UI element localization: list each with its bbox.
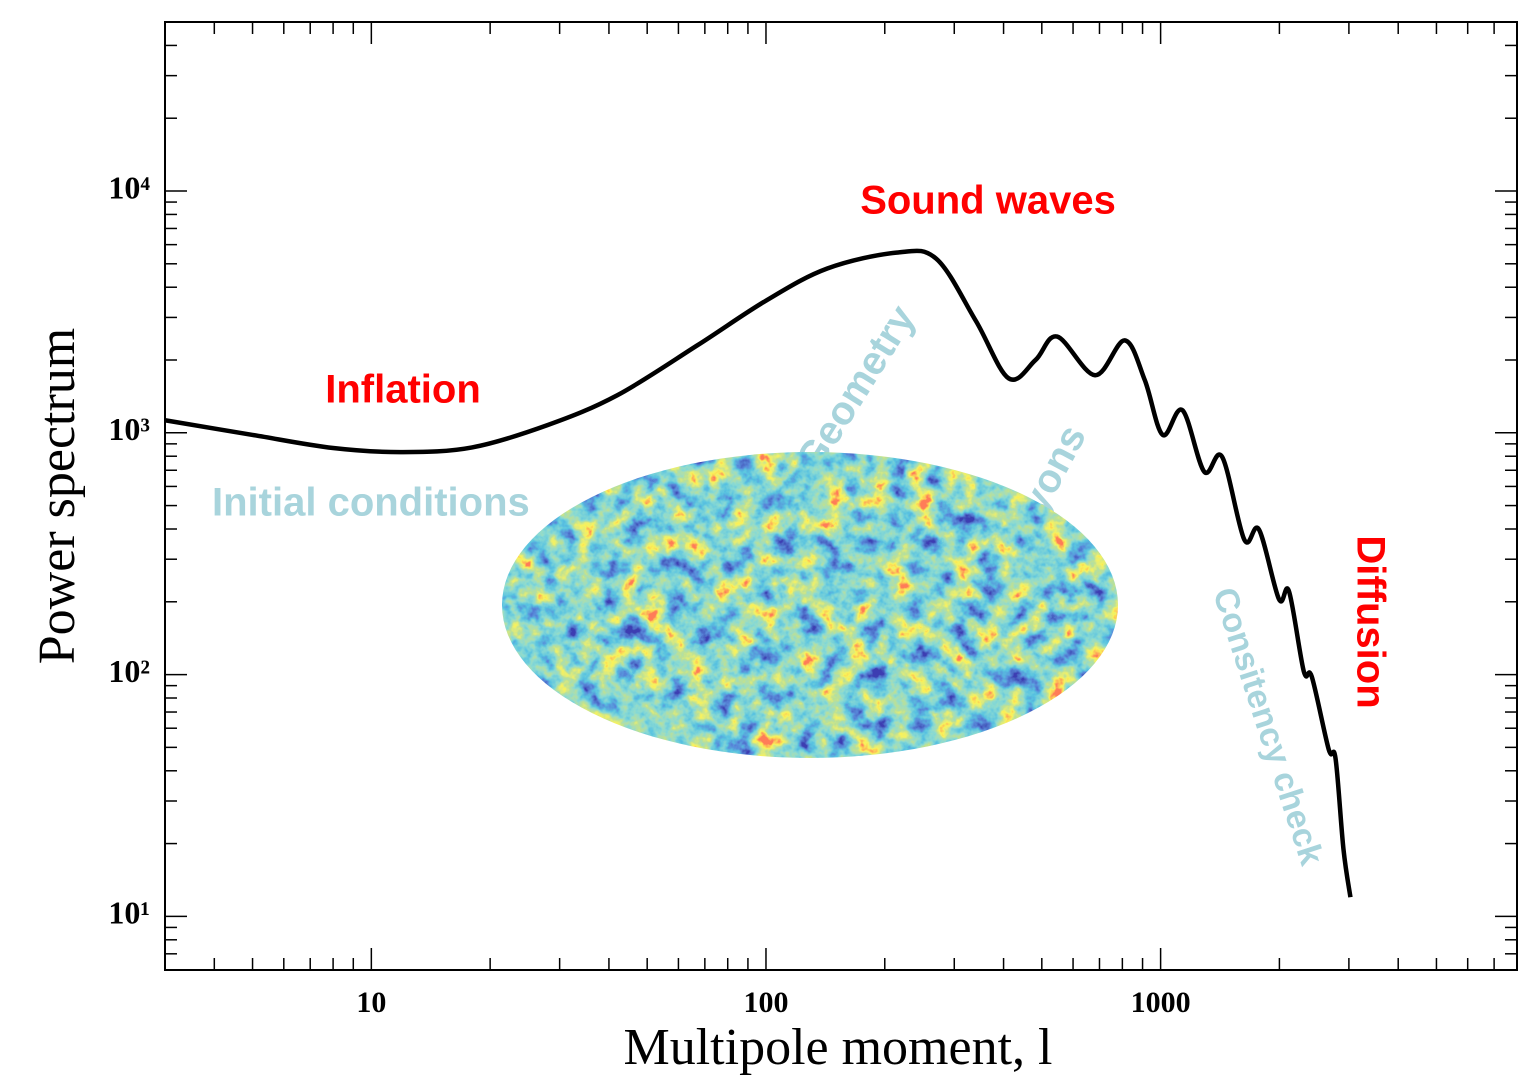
plot-frame [164,21,1518,971]
annotation: Initial conditions [212,481,530,525]
sky-map [502,452,1118,758]
y-axis-label: Power spectrum [29,328,86,664]
annotation: Diffusion [1348,535,1392,708]
annotation: Sound waves [860,179,1116,223]
x-axis-label: Multipole moment, l [624,1019,1053,1076]
spectrum-line [164,248,1353,898]
sky-texture [502,452,1118,758]
annotation: Inflation [325,368,481,412]
annotation: Consitency check [1205,583,1331,870]
y-tick-label: 10² [108,653,150,689]
x-tick-label: 10 [356,986,386,1019]
x-tick-label: 1000 [1131,986,1191,1019]
x-tick-label: 100 [743,986,788,1019]
y-tick-label: 10³ [108,411,150,447]
y-tick-label: 10¹ [108,895,150,931]
y-tick-label: 10⁴ [108,169,150,205]
